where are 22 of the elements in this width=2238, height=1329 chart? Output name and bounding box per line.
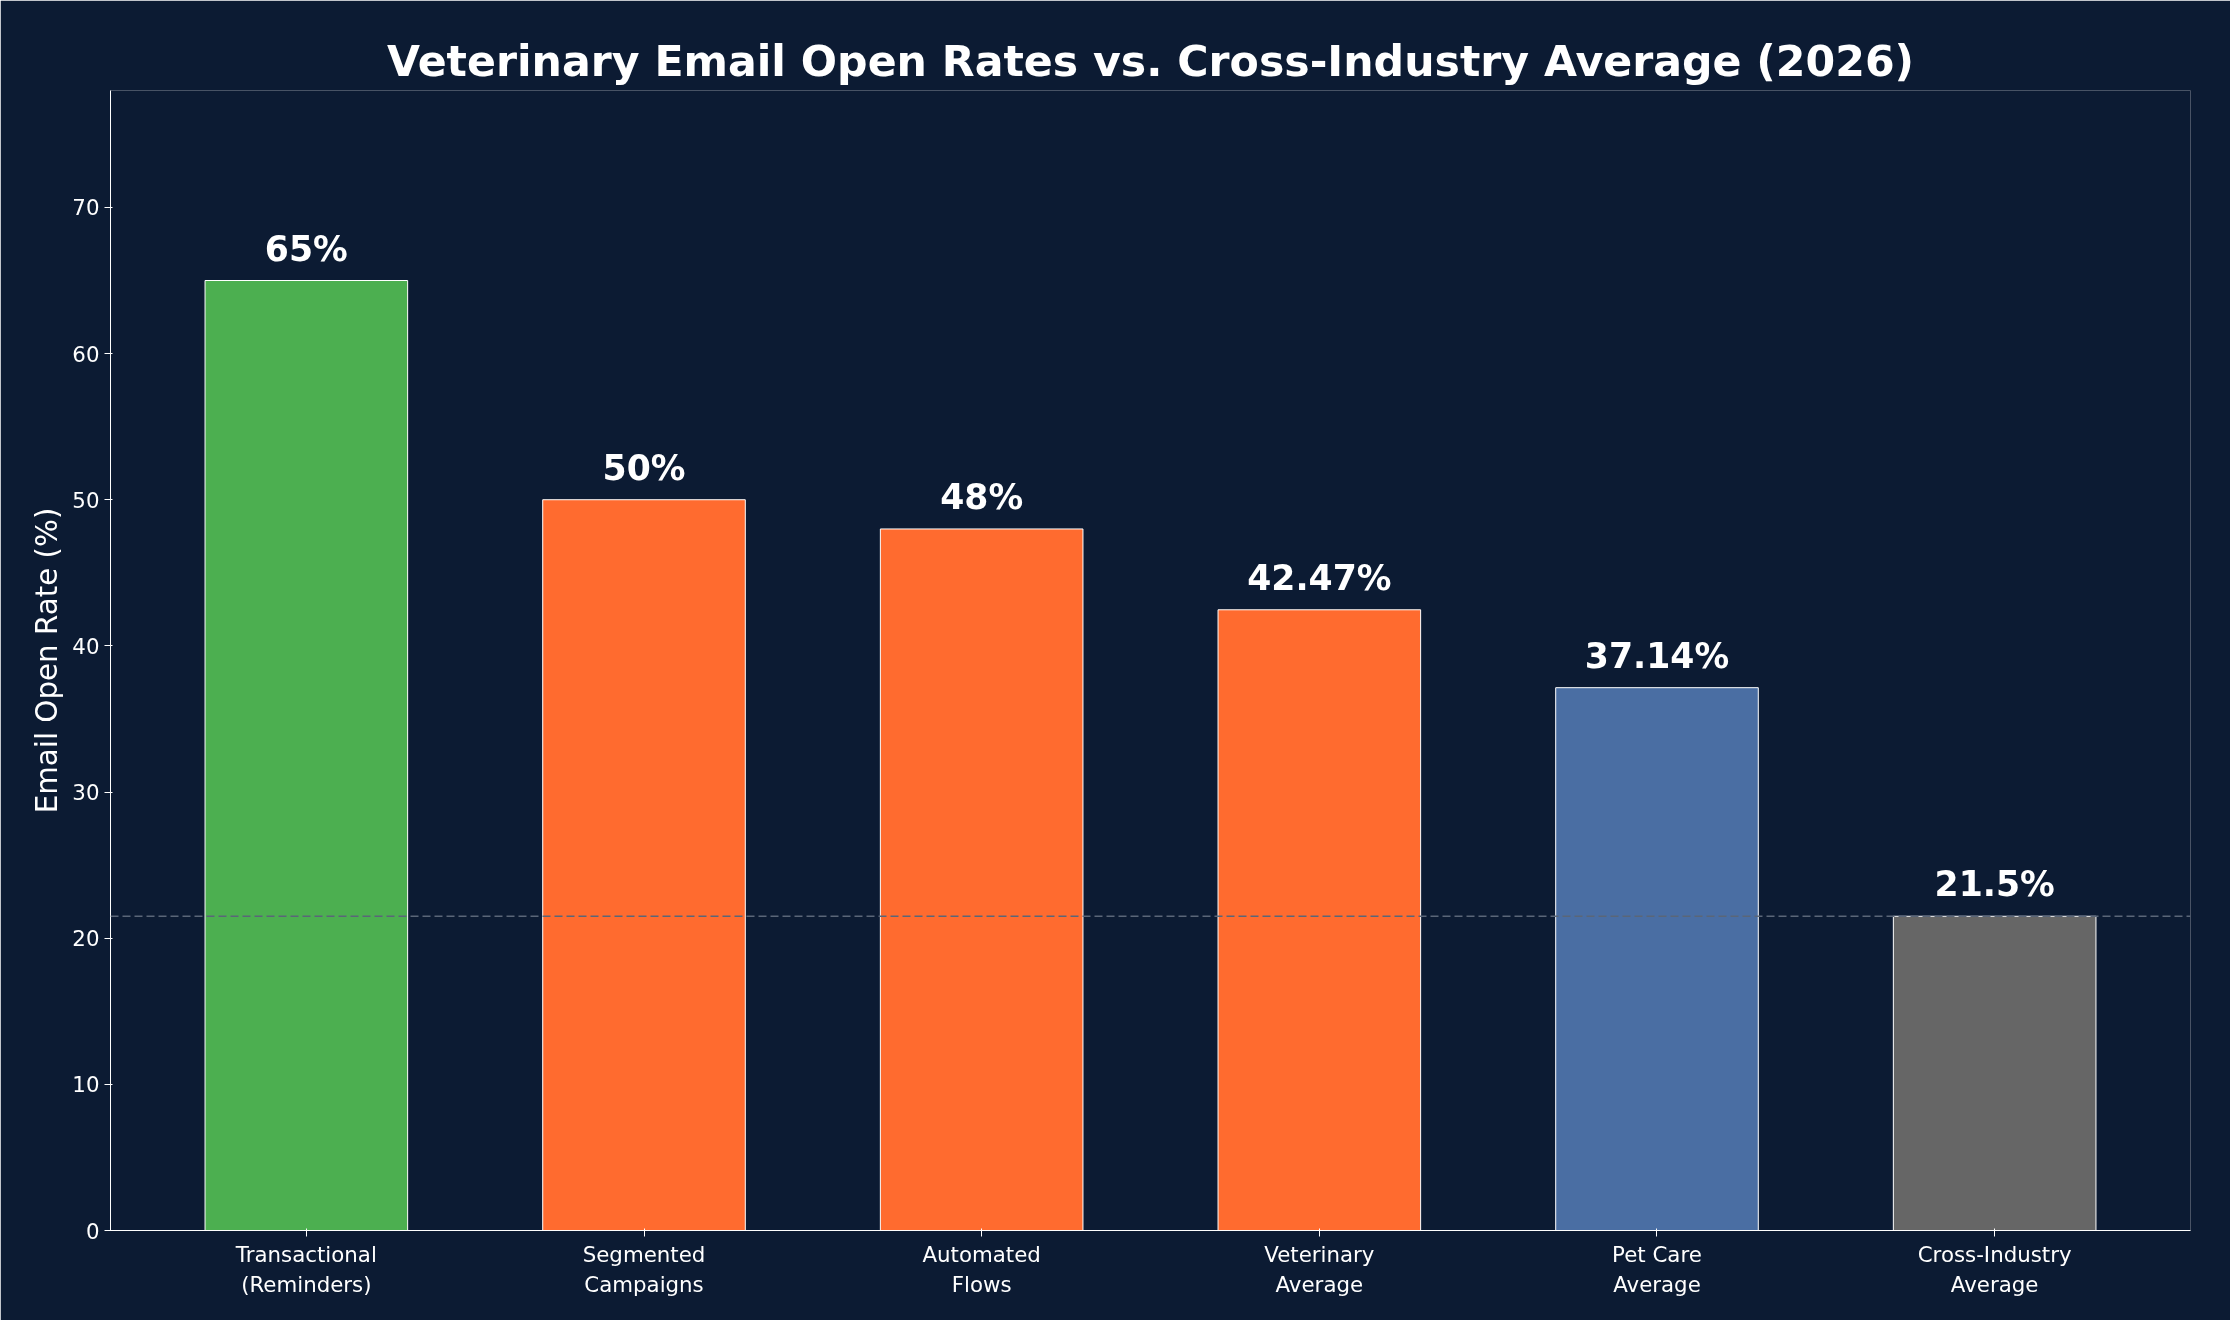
x-tick-label: Transactional (Reminders)	[234, 1241, 377, 1297]
data-label: 21.5%	[1934, 864, 2055, 905]
data-label: 42.47%	[1247, 557, 1392, 598]
y-tick-label: 0	[85, 1218, 100, 1244]
data-label: 50%	[602, 447, 686, 488]
x-tick-label: Pet Care Average	[1612, 1241, 1702, 1297]
y-axis-title: Email Open Rate (%)	[30, 507, 65, 814]
data-label: 65%	[264, 228, 348, 269]
y-tick-label: 60	[72, 341, 100, 367]
y-tick-label: 40	[72, 633, 100, 659]
y-tick-label: 70	[72, 195, 100, 221]
y-tick-label: 20	[72, 926, 100, 952]
x-tick-label: Automated Flows	[922, 1241, 1041, 1297]
data-label: 37.14%	[1584, 635, 1730, 676]
x-tick-label: Veterinary Average	[1264, 1241, 1375, 1297]
y-tick-label: 10	[72, 1072, 100, 1098]
data-label: 48%	[940, 476, 1024, 517]
y-tick-label: 30	[72, 780, 100, 806]
x-tick-label: Cross-Industry Average	[1917, 1241, 2072, 1297]
x-tick-label: Segmented Campaigns	[582, 1241, 706, 1297]
y-tick-label: 50	[72, 487, 100, 513]
chart-title: Veterinary Email Open Rates vs. Cross-Industry Average (2026)	[386, 35, 1915, 86]
